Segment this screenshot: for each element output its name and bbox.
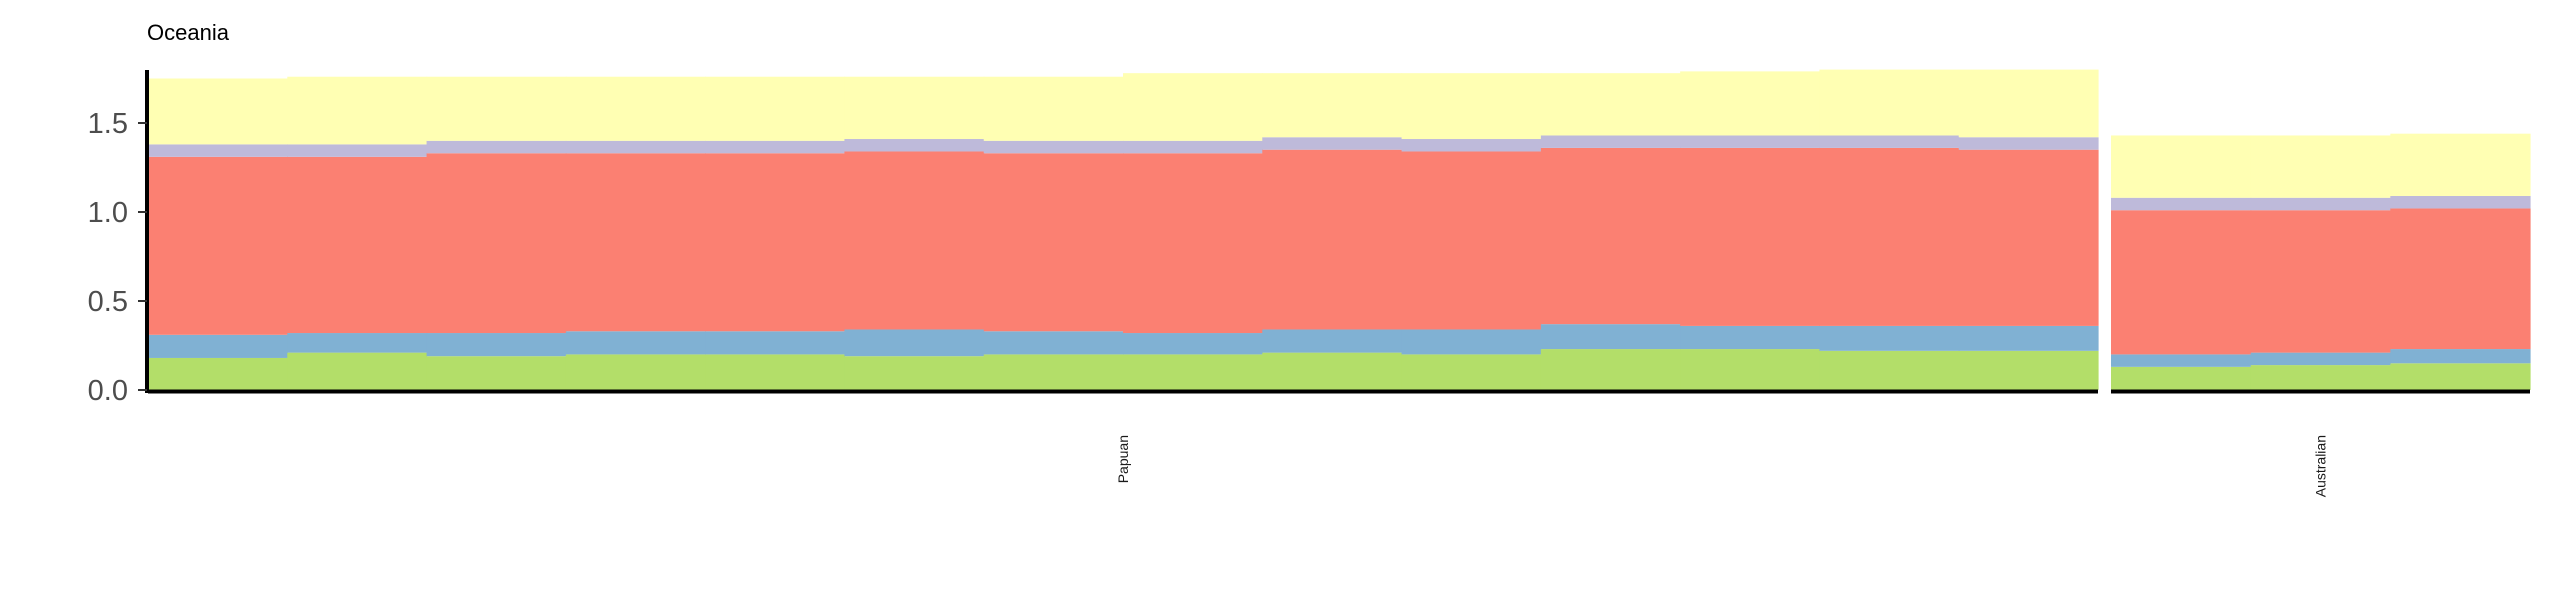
bar-segment [844, 329, 985, 357]
y-tick-label: 1.0 [88, 197, 128, 229]
y-tick-label: 0.0 [88, 375, 128, 407]
bar-segment [2111, 135, 2252, 198]
bar-segment [1123, 73, 1263, 141]
bar-segment [983, 354, 1124, 390]
bar-segment [565, 354, 706, 390]
bar-segment [705, 76, 846, 141]
bar-segment [148, 156, 288, 335]
bar-segment [1262, 73, 1403, 138]
bar-segment [1958, 149, 2099, 326]
bar-segment [1401, 354, 1542, 390]
bar-segment [705, 153, 846, 332]
bar-segment [2111, 366, 2252, 390]
bar-segment [1819, 69, 1960, 136]
bar-segment [148, 78, 288, 145]
bar-segment [1540, 324, 1681, 350]
y-tick-label: 1.5 [88, 108, 128, 140]
bar-segment [565, 140, 706, 154]
group-australian [2111, 133, 2531, 390]
bar-segment [287, 156, 428, 334]
bar-segment [1401, 329, 1542, 355]
bar-segment [426, 140, 567, 154]
bar-segment [844, 356, 985, 390]
bar-segment [705, 140, 846, 154]
bar-segment [983, 140, 1124, 154]
bar-segment [2390, 363, 2531, 390]
bar-segment [1262, 352, 1403, 390]
bar-segment [1680, 135, 1821, 148]
bar-segment [1401, 151, 1542, 330]
bar-segment [2390, 133, 2531, 196]
bar-segment [1262, 149, 1403, 330]
bar-segment [426, 333, 567, 357]
group-label: Australian [2313, 435, 2329, 497]
bar-segment [1540, 135, 1681, 148]
bar-segment [287, 352, 428, 390]
bar-segment [2250, 135, 2391, 198]
bar-segment [1540, 73, 1681, 136]
bar-segment [844, 151, 985, 330]
y-axis: 0.0 0.5 1.0 1.5 [88, 70, 2530, 407]
bar-segment [2390, 195, 2531, 209]
bar-segment [426, 76, 567, 141]
bar-segment [1262, 329, 1403, 353]
bar-segment [2250, 365, 2391, 390]
bar-segment [2390, 349, 2531, 364]
bar-segment [1958, 69, 2099, 138]
bar-segment [148, 357, 288, 390]
bar-segment [565, 331, 706, 355]
bar-segment [983, 331, 1124, 355]
bar-segment [2111, 354, 2252, 367]
bar-segment [705, 331, 846, 355]
bar-segment [1958, 350, 2099, 390]
bar-segment [1540, 147, 1681, 325]
bar-segment [1123, 140, 1263, 154]
y-tick-label: 0.5 [88, 286, 128, 318]
bar-segment [1401, 73, 1542, 140]
bar-segment [287, 144, 428, 157]
bar-segment [1680, 325, 1821, 350]
bar-segment [2250, 210, 2391, 353]
bar-segment [983, 76, 1124, 141]
bar-segment [1262, 137, 1403, 150]
bar-segment [1123, 354, 1263, 390]
bar-segment [565, 153, 706, 332]
bar-segment [1123, 333, 1263, 355]
bar-segment [1819, 135, 1960, 148]
bar-segment [426, 356, 567, 390]
group-label: Papuan [1115, 435, 1131, 483]
bar-segment [1680, 147, 1821, 326]
bar-segment [1958, 137, 2099, 150]
bar-segment [1680, 349, 1821, 390]
bar-segment [1123, 153, 1263, 334]
bar-segment [1819, 325, 1960, 351]
facet-title: Oceania [147, 20, 230, 45]
bar-segment [1680, 71, 1821, 136]
bar-segment [1819, 147, 1960, 326]
bar-segment [2250, 352, 2391, 366]
bars-layer [148, 69, 2531, 390]
bar-segment [1958, 325, 2099, 351]
bar-segment [287, 76, 428, 145]
bar-segment [565, 76, 706, 141]
group-papuan [148, 69, 2099, 390]
bar-segment [148, 144, 288, 157]
bar-segment [287, 333, 428, 353]
group-labels: Papuan Australian [1115, 435, 2329, 497]
bar-segment [1401, 139, 1542, 152]
bar-segment [1819, 350, 1960, 390]
bar-segment [983, 153, 1124, 332]
bar-segment [705, 354, 846, 390]
bar-segment [426, 153, 567, 334]
bar-segment [844, 76, 985, 140]
bar-segment [2250, 197, 2391, 211]
bar-segment [148, 334, 288, 358]
bar-segment [2390, 208, 2531, 350]
bar-segment [1540, 349, 1681, 390]
bar-segment [844, 139, 985, 152]
bar-segment [2111, 197, 2252, 211]
bar-segment [2111, 210, 2252, 355]
